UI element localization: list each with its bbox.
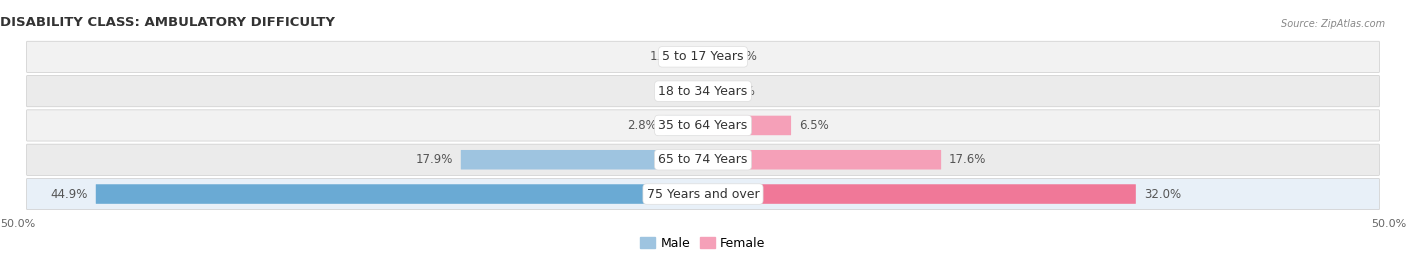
Text: 1.1%: 1.1% — [650, 50, 681, 63]
FancyBboxPatch shape — [703, 47, 720, 67]
Text: 6.5%: 6.5% — [799, 119, 828, 132]
Text: 75 Years and over: 75 Years and over — [647, 188, 759, 200]
Text: 32.0%: 32.0% — [1143, 188, 1181, 200]
Legend: Male, Female: Male, Female — [636, 232, 770, 255]
Text: 65 to 74 Years: 65 to 74 Years — [658, 153, 748, 166]
Text: 1.1%: 1.1% — [725, 85, 756, 98]
FancyBboxPatch shape — [461, 150, 703, 170]
FancyBboxPatch shape — [27, 178, 1379, 210]
Text: 0.0%: 0.0% — [665, 85, 695, 98]
FancyBboxPatch shape — [665, 116, 703, 135]
Text: DISABILITY CLASS: AMBULATORY DIFFICULTY: DISABILITY CLASS: AMBULATORY DIFFICULTY — [0, 16, 335, 29]
FancyBboxPatch shape — [27, 144, 1379, 175]
FancyBboxPatch shape — [688, 47, 703, 67]
FancyBboxPatch shape — [27, 41, 1379, 72]
FancyBboxPatch shape — [703, 81, 718, 101]
Text: 17.6%: 17.6% — [949, 153, 987, 166]
Text: 50.0%: 50.0% — [0, 219, 35, 229]
FancyBboxPatch shape — [96, 184, 703, 204]
Text: 44.9%: 44.9% — [51, 188, 87, 200]
FancyBboxPatch shape — [27, 76, 1379, 107]
FancyBboxPatch shape — [703, 116, 792, 135]
Text: 5 to 17 Years: 5 to 17 Years — [662, 50, 744, 63]
Text: 17.9%: 17.9% — [416, 153, 453, 166]
Text: 50.0%: 50.0% — [1371, 219, 1406, 229]
Text: 2.8%: 2.8% — [627, 119, 657, 132]
Text: 18 to 34 Years: 18 to 34 Years — [658, 85, 748, 98]
Text: Source: ZipAtlas.com: Source: ZipAtlas.com — [1281, 19, 1385, 29]
Text: 1.2%: 1.2% — [727, 50, 758, 63]
Text: 35 to 64 Years: 35 to 64 Years — [658, 119, 748, 132]
FancyBboxPatch shape — [27, 110, 1379, 141]
FancyBboxPatch shape — [703, 184, 1136, 204]
FancyBboxPatch shape — [703, 150, 941, 170]
